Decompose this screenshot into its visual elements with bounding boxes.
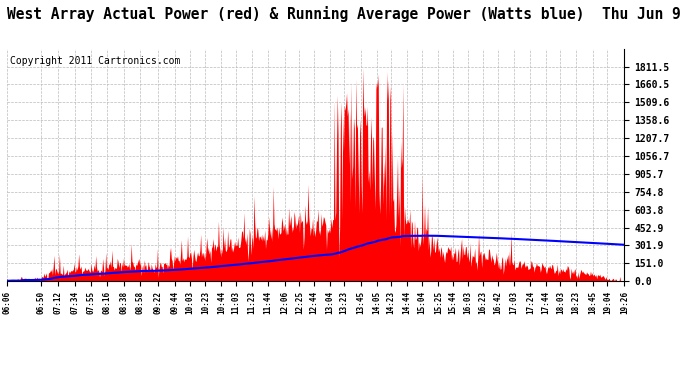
Text: Copyright 2011 Cartronics.com: Copyright 2011 Cartronics.com [10,56,180,66]
Text: West Array Actual Power (red) & Running Average Power (Watts blue)  Thu Jun 9 19: West Array Actual Power (red) & Running … [7,6,690,22]
